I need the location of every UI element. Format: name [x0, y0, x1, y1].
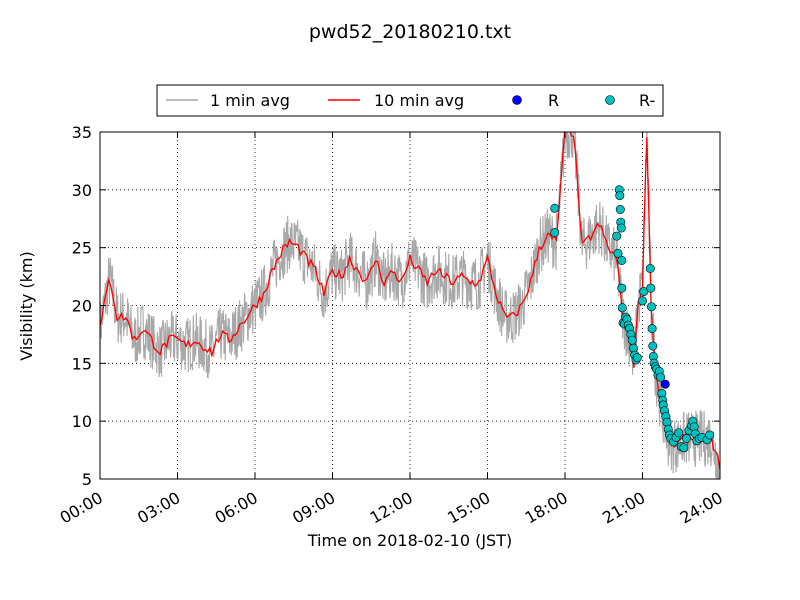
legend-swatch-R [512, 95, 522, 105]
x-axis-label: Time on 2018-02-10 (JST) [307, 531, 512, 550]
legend-label-avg10: 10 min avg [374, 91, 464, 110]
marker-Rminus [637, 296, 647, 306]
marker-Rminus [674, 428, 684, 438]
marker-Rminus [617, 283, 627, 293]
marker-Rminus [646, 283, 656, 293]
marker-Rminus [679, 443, 689, 453]
legend-label-R: R [548, 91, 559, 110]
marker-Rminus [647, 324, 657, 334]
chart-title: pwd52_20180210.txt [309, 21, 511, 43]
marker-Rminus [615, 191, 625, 201]
marker-Rminus [632, 353, 642, 363]
marker-Rminus [627, 335, 637, 345]
series-layer [100, 132, 720, 479]
y-tick-label: 15 [72, 354, 92, 373]
y-axis-label: Visibility (km) [17, 251, 36, 360]
legend-label-avg1: 1 min avg [210, 91, 290, 110]
marker-Rminus [615, 205, 625, 215]
marker-R [660, 379, 670, 389]
marker-Rminus [550, 228, 560, 238]
series-line-avg10 [100, 132, 720, 470]
marker-Rminus [612, 231, 622, 241]
marker-Rminus [613, 248, 623, 258]
legend-swatch-Rminus [605, 95, 615, 105]
marker-Rminus [681, 433, 691, 443]
marker-Rminus [617, 255, 627, 265]
y-tick-label: 5 [82, 470, 92, 489]
legend-label-Rminus: R- [639, 91, 655, 110]
marker-Rminus [616, 223, 626, 233]
marker-layer [550, 185, 715, 453]
marker-Rminus [656, 372, 666, 382]
marker-Rminus [646, 302, 656, 312]
legend-frame [156, 84, 664, 117]
marker-Rminus [648, 341, 658, 351]
marker-Rminus [645, 263, 655, 273]
marker-Rminus [705, 430, 715, 440]
y-tick-label: 35 [72, 123, 92, 142]
y-tick-label: 10 [72, 412, 92, 431]
y-tick-label: 25 [72, 239, 92, 258]
marker-Rminus [617, 303, 627, 313]
y-tick-label: 20 [72, 297, 92, 316]
legend: 1 min avg 10 min avg R R- [156, 84, 664, 117]
y-tick-label: 30 [72, 181, 92, 200]
marker-Rminus [550, 203, 560, 213]
